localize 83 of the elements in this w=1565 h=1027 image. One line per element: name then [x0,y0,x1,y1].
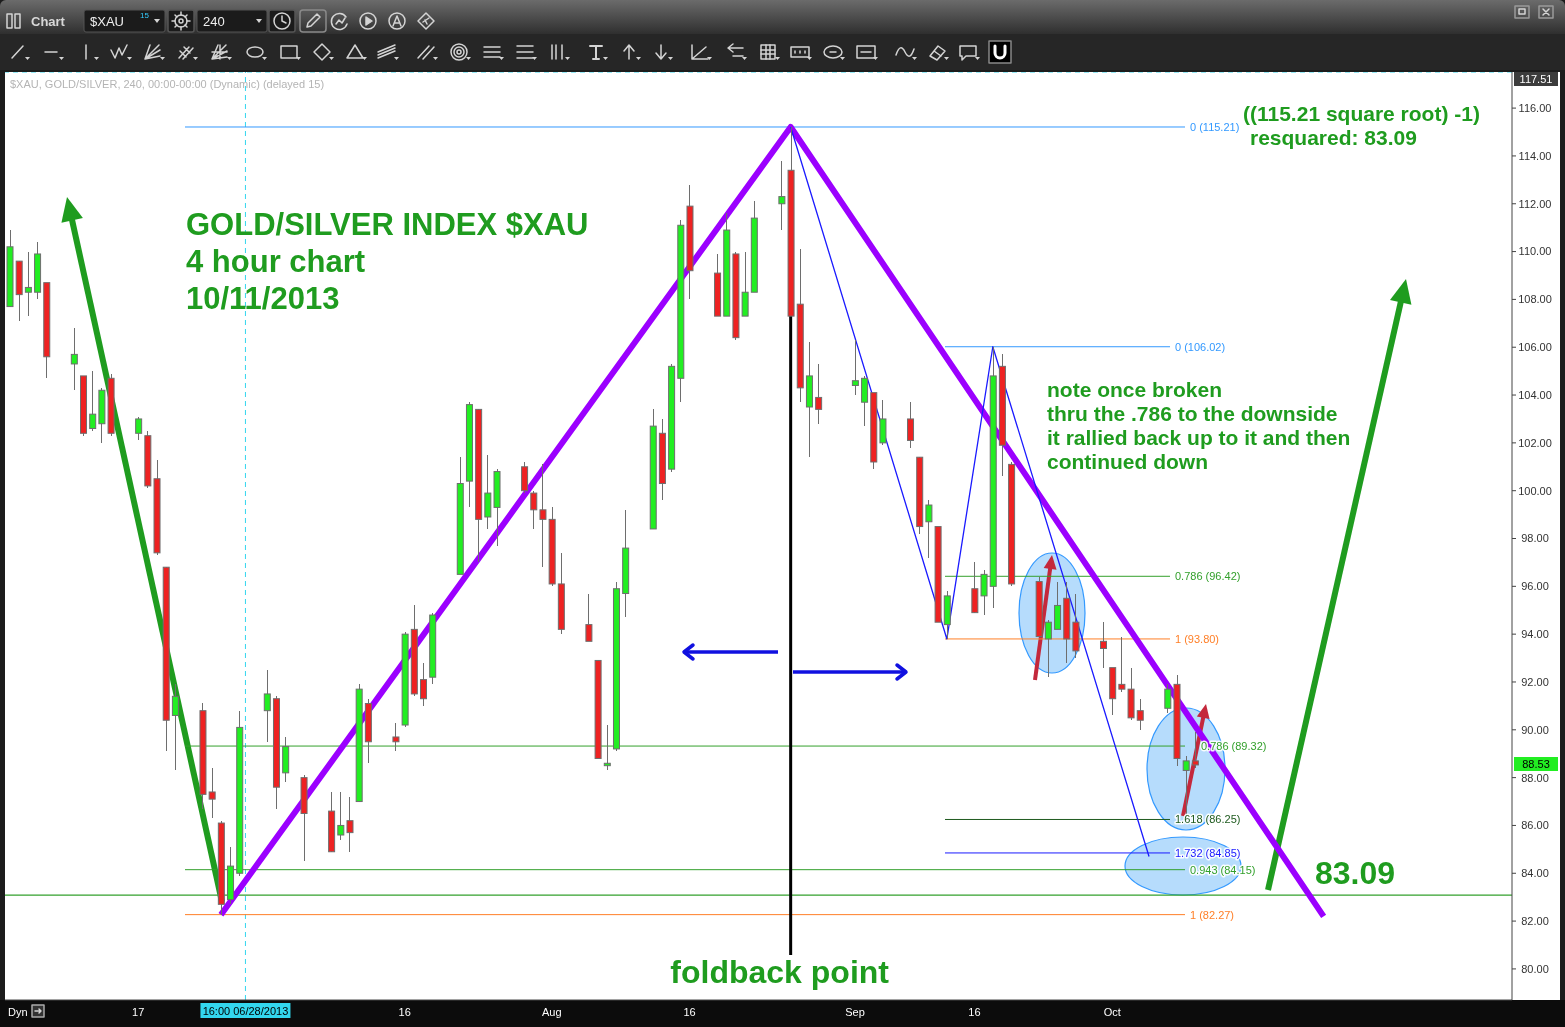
annotation: $XAU, GOLD/SILVER, 240, 00:00-00:00 (Dynamic) (delayed 15) [10,78,325,90]
y-tick-label: 104.00 [1518,388,1552,401]
candlestick [1099,621,1107,669]
y-tick-label: 102.00 [1518,436,1552,449]
candlestick [603,724,611,772]
candlestick [851,339,859,396]
ref-line-label: 0.943 (84.15) [1190,863,1256,876]
candlestick [392,721,400,753]
candlestick [24,250,32,317]
candlestick [171,683,179,772]
candlestick [815,363,823,425]
y-tick-label: 94.00 [1521,628,1549,641]
x-tick-label: 16 [683,1005,696,1018]
y-tick-label: 100.00 [1518,484,1552,497]
ref-line-label: 0 (106.02) [1175,340,1226,353]
candlestick [907,401,915,449]
annotation: 10/11/2013 [186,281,340,316]
ref-line-label: 117.51 [1519,73,1553,85]
annotation: resquared: 83.09 [1250,126,1417,149]
y-tick-label: 96.00 [1521,580,1549,593]
y-tick-label: 90.00 [1521,723,1549,736]
x-tick-label: 16 [968,1005,981,1018]
y-tick-label: 110.00 [1518,245,1552,258]
candlestick [1044,619,1052,678]
ref-line-label: 1 (82.27) [1190,908,1235,921]
candlestick [879,399,887,446]
annotation: ((115.21 square root) -1) [1243,102,1480,125]
candlestick [263,669,271,743]
x-tick-label: 16 [398,1005,411,1018]
ref-line-label: 1.618 (86.25) [1175,813,1241,826]
text: GOLD/SILVER INDEX $XAU [186,207,589,242]
text: 88.53 [1522,758,1550,770]
candlestick [521,461,529,494]
text: Dyn [8,1006,28,1018]
y-tick-label: 106.00 [1518,341,1552,354]
candlestick [70,327,78,391]
candlestick [925,499,933,559]
text: 15 [140,11,150,20]
text: Chart [31,14,66,29]
x-tick-label: 17 [132,1005,145,1018]
candlestick [337,791,345,841]
annotation: continued down [1047,450,1208,473]
candlestick [980,568,988,616]
candlestick [484,454,492,530]
y-tick-label: 88.00 [1521,771,1549,784]
candlestick [135,415,143,442]
candlestick [1136,698,1144,731]
candlestick [971,561,979,614]
candlestick [530,489,538,530]
candlestick [1054,580,1062,631]
y-tick-label: 80.00 [1521,962,1549,975]
candlestick [346,796,354,853]
y-tick-label: 98.00 [1521,532,1549,545]
x-tick-label: Oct [1103,1005,1121,1018]
ref-line-label: 0 (115.21) [1190,121,1240,133]
y-tick-label: 92.00 [1521,675,1549,688]
y-tick-label: 82.00 [1521,915,1549,927]
annotation: it rallied back up to it and then [1047,426,1351,449]
y-tick-label: 84.00 [1521,867,1549,880]
x-tick-label: Aug [541,1005,562,1018]
ref-line-label: 0.786 (96.42) [1175,570,1241,583]
text: $XAU [90,14,124,29]
text: 4 hour chart [186,244,366,279]
ref-line-label: foldback point [670,954,890,990]
annotation: thru the .786 to the downside [1047,402,1338,425]
candlestick [539,463,547,568]
y-tick-label: 112.00 [1518,197,1552,210]
ref-line-label: 83.09 [1314,855,1396,892]
candlestick [1164,683,1172,714]
y-tick-label: 108.00 [1518,293,1552,306]
candlestick [89,370,97,432]
x-tick-label: Sep [845,1005,865,1018]
candlestick [420,662,428,707]
candlestick [208,767,216,819]
y-tick-label: 86.00 [1521,819,1549,832]
candlestick [585,592,593,643]
candlestick [1191,731,1199,769]
candlestick [861,375,869,427]
ref-line-label: 1 (93.80) [1175,632,1220,645]
annotation: note once broken [1047,378,1223,401]
text: 240 [203,14,225,29]
y-tick-label: 116.00 [1518,102,1552,115]
y-tick-label: 114.00 [1518,149,1552,162]
